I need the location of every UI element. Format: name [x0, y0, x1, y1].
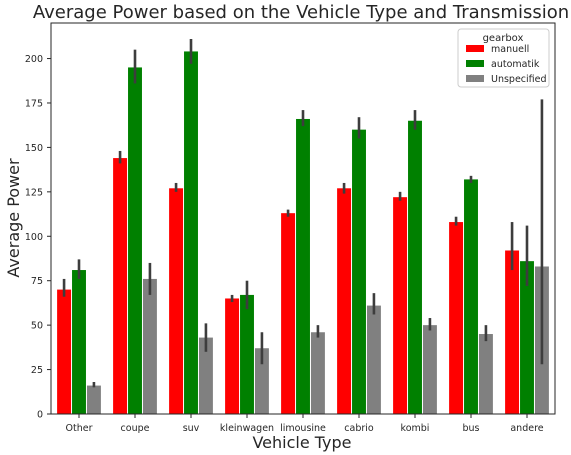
legend-title: gearbox — [483, 33, 524, 44]
x-axis-label: Vehicle Type — [252, 433, 351, 452]
y-tick-label: 0 — [37, 410, 43, 421]
bar-automatik-cabrio — [352, 129, 366, 415]
y-tick-label: 25 — [31, 365, 43, 376]
x-tick-label: bus — [462, 423, 479, 434]
bar-automatik-kombi — [408, 120, 422, 414]
y-tick-label: 150 — [25, 143, 43, 154]
y-axis-label: Average Power — [4, 158, 23, 278]
legend-box — [457, 28, 550, 88]
x-tick-label: Other — [66, 423, 93, 434]
legend-label-unspecified: Unspecified — [491, 74, 547, 85]
y-tick-label: 125 — [25, 187, 43, 198]
legend-swatch-unspecified — [466, 75, 484, 82]
bar-manuell-kleinwagen — [225, 298, 240, 414]
plot-area: 0 25 50 75 100 125 150 175 200 Other coupe suv klein… — [25, 38, 549, 434]
bar-manuell-limousine — [281, 213, 296, 414]
legend-label-manuell: manuell — [491, 44, 529, 55]
bar-automatik-andere — [520, 261, 534, 414]
x-tick-label: andere — [510, 423, 543, 434]
x-tick-label: suv — [183, 423, 200, 434]
legend-swatch-manuell — [466, 45, 484, 52]
y-tick-label: 50 — [31, 321, 43, 332]
x-tick-label: kombi — [401, 423, 430, 434]
y-tick-label: 75 — [31, 276, 43, 287]
bar-automatik-coupe — [128, 67, 142, 414]
bar-unspecified-suv — [198, 337, 213, 414]
bar-automatik-kleinwagen — [240, 294, 254, 414]
bar-unspecified-bus — [478, 334, 493, 414]
legend-label-automatik: automatik — [491, 59, 540, 70]
y-tick-label: 200 — [25, 54, 43, 65]
bar-unspecified-kombi — [422, 325, 437, 414]
plot-frame — [50, 22, 556, 415]
bar-manuell-kombi — [393, 197, 408, 414]
legend-swatch-automatik — [466, 60, 484, 67]
bar-unspecified-other — [86, 385, 101, 414]
x-tick-label: limousine — [280, 423, 326, 434]
x-tick-label: kleinwagen — [220, 423, 274, 434]
x-tick-label: coupe — [121, 423, 150, 434]
bar-manuell-coupe — [113, 158, 128, 414]
bar-automatik-suv — [184, 51, 198, 414]
bar-manuell-andere — [505, 250, 520, 414]
bar-automatik-limousine — [296, 118, 310, 415]
legend: gearbox manuell automatik Unspecified — [457, 28, 550, 88]
bar-unspecified-cabrio — [366, 305, 381, 414]
bar-manuell-bus — [449, 222, 464, 414]
bar-automatik-bus — [464, 179, 478, 414]
x-tick-label: cabrio — [344, 423, 374, 434]
bar-unspecified-kleinwagen — [254, 348, 269, 414]
bar-unspecified-limousine — [310, 332, 325, 414]
bar-manuell-suv — [169, 188, 184, 414]
bar-manuell-cabrio — [337, 188, 352, 414]
bar-manuell-other — [57, 289, 72, 414]
y-tick-label: 100 — [25, 232, 43, 243]
y-tick-label: 175 — [25, 98, 43, 109]
bar-automatik-other — [72, 270, 86, 414]
chart-title: Average Power based on the Vehicle Type … — [33, 2, 569, 23]
bar-unspecified-coupe — [142, 278, 157, 414]
